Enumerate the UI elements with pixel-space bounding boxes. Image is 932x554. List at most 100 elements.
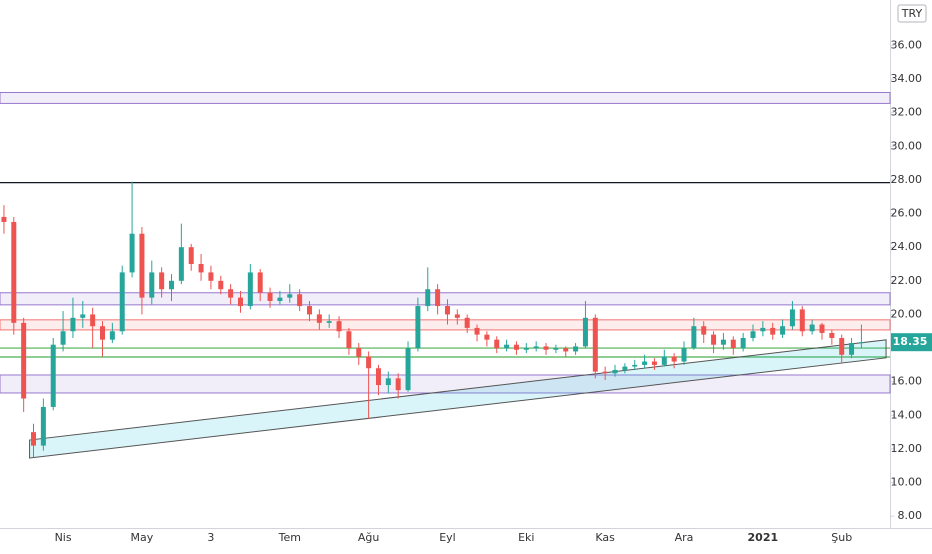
- candle-body: [612, 369, 618, 374]
- candle-body: [159, 272, 165, 290]
- candle-body: [730, 339, 736, 349]
- candle-body: [247, 272, 253, 307]
- candle-body: [760, 327, 766, 332]
- candle-body: [366, 356, 372, 369]
- x-tick-label: Nis: [55, 531, 72, 544]
- candle-body: [829, 332, 835, 338]
- candle-body: [780, 326, 786, 335]
- x-tick-label: Kas: [595, 531, 615, 544]
- candle-body: [119, 272, 125, 332]
- candle-body: [484, 334, 490, 340]
- x-tick-label: Eyl: [439, 531, 456, 544]
- zone: [0, 374, 891, 394]
- candle-body: [740, 337, 746, 349]
- zone: [0, 292, 891, 306]
- candle-body: [858, 342, 864, 344]
- currency-box[interactable]: [897, 4, 927, 23]
- candle-body: [1, 216, 7, 222]
- candle-body: [464, 317, 470, 328]
- candle-body: [228, 289, 234, 298]
- candle-body: [602, 371, 608, 374]
- candle-body: [90, 314, 96, 327]
- candle-body: [257, 272, 263, 293]
- candle-body: [336, 321, 342, 332]
- candle-body: [799, 309, 805, 332]
- candle-body: [267, 292, 273, 301]
- candle-body: [287, 294, 293, 298]
- candle-body: [21, 322, 27, 399]
- candle-body: [277, 297, 283, 301]
- candle-body: [454, 314, 460, 318]
- candle-body: [819, 324, 825, 333]
- candle-body: [297, 294, 303, 307]
- candle-body: [435, 289, 441, 307]
- y-tick-label: 12.00: [891, 442, 923, 455]
- candle-body: [839, 337, 845, 355]
- x-tick-label: Ara: [675, 531, 694, 544]
- candle-body: [31, 432, 37, 446]
- candle-body: [474, 327, 480, 335]
- y-tick-label: 20.00: [891, 307, 923, 320]
- candle-body: [553, 348, 559, 350]
- y-tick-label: 28.00: [891, 173, 923, 186]
- last-price-box: [891, 333, 932, 352]
- currency-label[interactable]: TRY: [901, 7, 923, 20]
- candle-body: [346, 331, 352, 349]
- candle-body: [504, 344, 510, 349]
- candle-body: [178, 247, 184, 281]
- candle-body: [750, 331, 756, 338]
- y-tick-label: 36.00: [891, 38, 923, 51]
- y-tick-label: 10.00: [891, 476, 923, 489]
- candle-body: [651, 361, 657, 365]
- candle-body: [385, 378, 391, 386]
- x-tick-label: Ağu: [358, 531, 379, 544]
- candle-body: [405, 348, 411, 391]
- candle-body: [11, 221, 17, 323]
- x-tick-label: Şub: [831, 531, 852, 544]
- candle-body: [237, 297, 243, 307]
- candle-body: [444, 306, 450, 315]
- y-tick-label: 24.00: [891, 240, 923, 253]
- candle-body: [356, 348, 362, 357]
- channel: [29, 339, 887, 459]
- candle-body: [395, 378, 401, 391]
- candle-body: [80, 314, 86, 318]
- y-tick-label: 22.00: [891, 274, 923, 287]
- candle-body: [720, 339, 726, 345]
- candle-body: [109, 331, 115, 340]
- candle-body: [326, 321, 332, 323]
- candle-body: [306, 306, 312, 315]
- candle-body: [100, 326, 106, 340]
- candle-body: [582, 317, 588, 347]
- candle-body: [188, 247, 194, 264]
- candle-body: [523, 348, 529, 350]
- candle-body: [681, 348, 687, 362]
- candle-body: [661, 356, 667, 365]
- zone: [0, 319, 891, 331]
- candle-body: [149, 272, 155, 298]
- x-tick-label: Tem: [278, 531, 301, 544]
- candle-body: [218, 280, 224, 290]
- candle-body: [70, 317, 76, 332]
- candle-body: [543, 346, 549, 350]
- candle-body: [809, 324, 815, 332]
- candle-body: [168, 280, 174, 290]
- x-tick-label: 2021: [748, 531, 779, 544]
- candle-body: [533, 346, 539, 349]
- candle-body: [60, 331, 66, 345]
- candle-body: [40, 406, 46, 446]
- candle-body: [563, 348, 569, 352]
- y-tick-label: 32.00: [891, 106, 923, 119]
- candle-body: [415, 306, 421, 349]
- candle-body: [50, 344, 56, 407]
- y-tick-label: 26.00: [891, 207, 923, 220]
- candle-body: [849, 343, 855, 355]
- y-tick-label: 8.00: [898, 509, 923, 522]
- x-tick-label: Eki: [518, 531, 534, 544]
- last-price-label: 18.35: [893, 335, 928, 348]
- x-tick-label: May: [131, 531, 154, 544]
- y-tick-label: 14.00: [891, 408, 923, 421]
- candle-body: [622, 366, 628, 370]
